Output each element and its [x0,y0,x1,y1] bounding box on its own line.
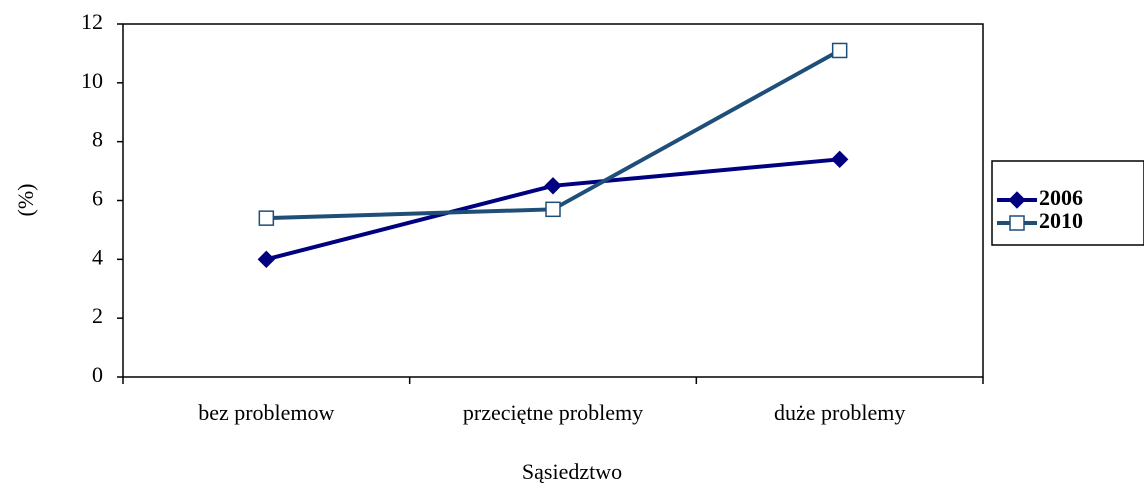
y-tick-label: 8 [92,127,103,152]
plot-area [122,23,984,378]
data-point [257,250,276,269]
legend-marker [1009,215,1025,231]
y-tick-label: 10 [81,68,103,93]
y-tick-label: 6 [92,186,103,211]
y-tick-label: 0 [92,362,103,387]
y-axis-label: (%) [13,184,38,217]
x-axis-label: Sąsiedztwo [522,459,622,484]
legend-label: 2006 [1039,185,1083,210]
data-point [545,201,561,218]
y-tick-label: 2 [92,303,103,328]
legend-label: 2010 [1039,208,1083,233]
data-point [258,210,275,226]
x-tick-label: duże problemy [774,400,905,425]
data-point [544,177,562,195]
y-tick-label: 12 [81,9,103,34]
x-tick-label: bez problemow [198,400,334,425]
x-tick-label: przeciętne problemy [463,400,643,425]
y-tick-label: 4 [92,244,103,269]
legend-marker [1008,191,1026,209]
data-point [831,42,848,59]
data-point [830,150,849,169]
